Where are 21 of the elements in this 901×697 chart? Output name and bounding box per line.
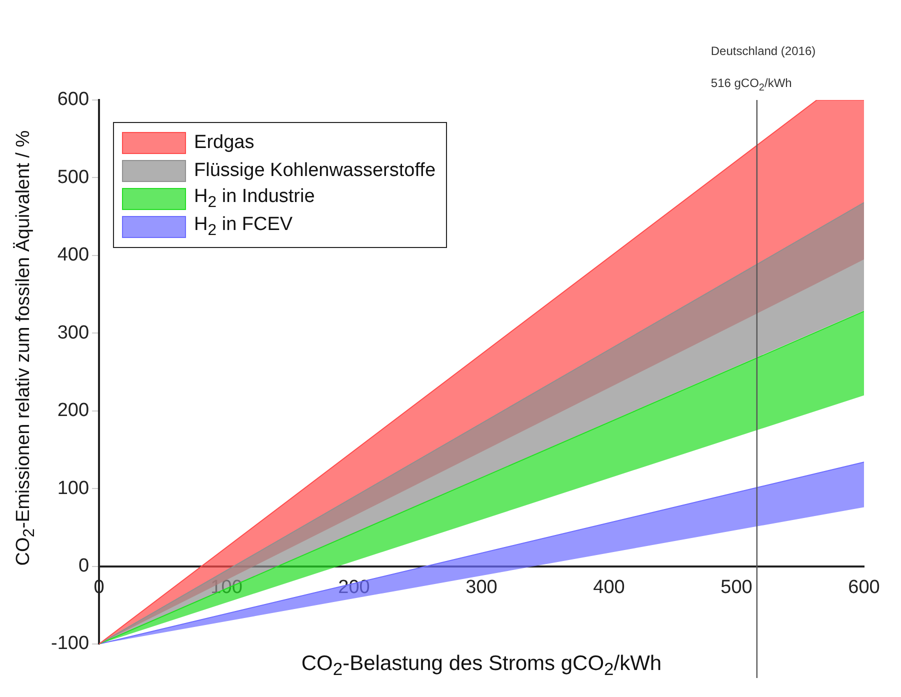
x-tick-label: 100	[210, 576, 242, 598]
legend-label: Flüssige Kohlenwasserstoffe	[194, 160, 436, 182]
ref-line-label: 516 gCO$_{2}$/kWh	[710, 76, 792, 94]
x-tick-label: 500	[720, 576, 752, 598]
y-tick-label: 300	[57, 322, 90, 344]
x-tick-label: 600	[848, 576, 880, 598]
x-axis-title: CO$_{2}$-Belastung des Stroms gCO$_{2}$/kWh	[300, 652, 663, 680]
y-tick-label: 0	[78, 556, 90, 577]
x-tick-label: 400	[593, 576, 625, 598]
x-tick-label: 200	[338, 576, 370, 598]
y-tick-label: 100	[57, 478, 90, 499]
y-tick-label: -100	[50, 633, 90, 654]
y-tick-label: 600	[57, 89, 90, 110]
text: Deutschland (2016)	[710, 44, 816, 58]
y-tick-label: 400	[57, 244, 90, 266]
legend-label: H$_{2}$ in Industrie	[194, 186, 315, 212]
legend-label: Erdgas	[194, 132, 254, 154]
legend-label: H$_{2}$ in FCEV	[194, 214, 293, 240]
x-tick-label: 300	[466, 576, 498, 598]
y-tick-label: 200	[57, 400, 90, 422]
y-tick-label: 500	[57, 166, 90, 188]
